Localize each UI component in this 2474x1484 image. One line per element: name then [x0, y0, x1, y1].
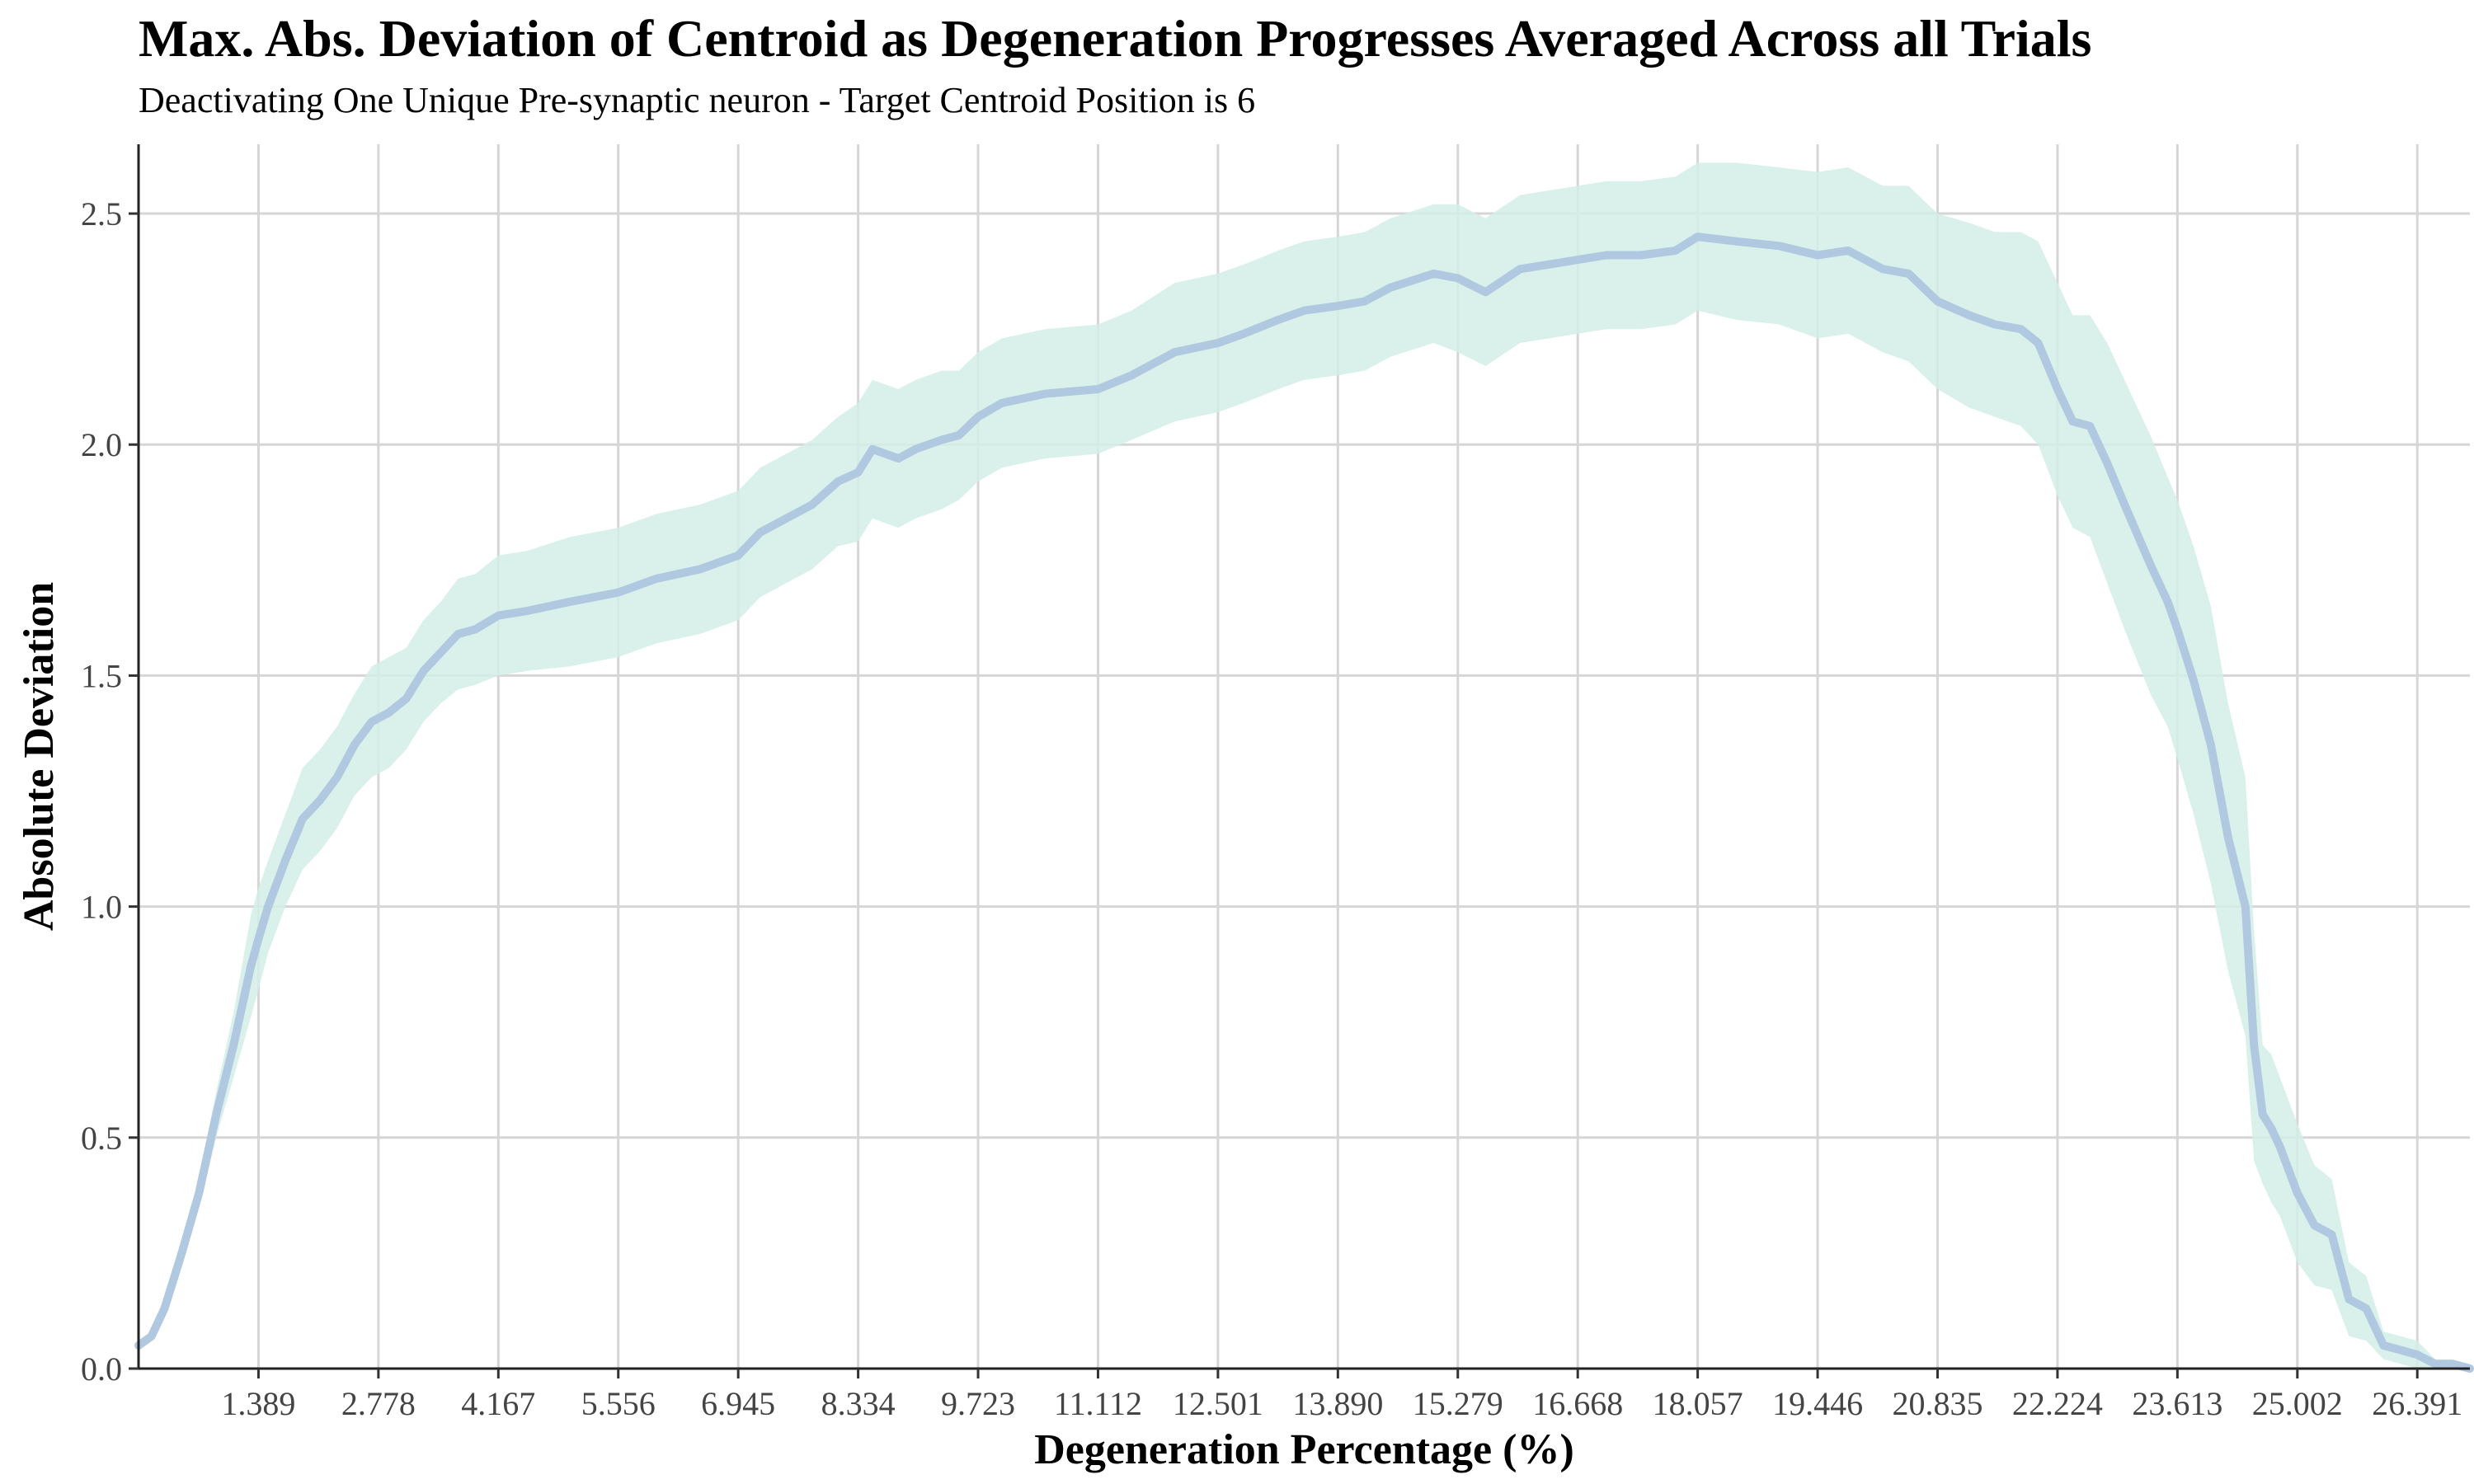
x-tick-label: 13.890 — [1292, 1385, 1383, 1422]
x-tick-label: 5.556 — [581, 1385, 656, 1422]
x-tick-label: 25.002 — [2252, 1385, 2343, 1422]
x-tick-label: 12.501 — [1173, 1385, 1263, 1422]
x-tick-label: 23.613 — [2132, 1385, 2222, 1422]
x-tick-label: 16.668 — [1532, 1385, 1623, 1422]
x-tick-label: 19.446 — [1772, 1385, 1863, 1422]
x-tick-label: 22.224 — [2012, 1385, 2103, 1422]
x-tick-label: 1.389 — [221, 1385, 295, 1422]
y-tick-label: 1.5 — [81, 657, 122, 694]
x-tick-label: 8.334 — [821, 1385, 896, 1422]
y-tick-label: 0.0 — [81, 1350, 122, 1388]
x-tick-label: 6.945 — [701, 1385, 775, 1422]
x-tick-label: 15.279 — [1413, 1385, 1503, 1422]
x-tick-label: 9.723 — [941, 1385, 1015, 1422]
mean-line — [134, 232, 2474, 1373]
y-axis-title: Absolute Deviation — [16, 582, 63, 931]
x-tick-label: 26.391 — [2372, 1385, 2462, 1422]
x-tick-label: 4.167 — [461, 1385, 535, 1422]
x-tick-label: 20.835 — [1893, 1385, 1983, 1422]
y-tick-label: 2.5 — [81, 195, 122, 232]
chart-title: Max. Abs. Deviation of Centroid as Degen… — [139, 9, 2092, 68]
x-axis-title: Degeneration Percentage (%) — [1034, 1426, 1574, 1473]
y-tick-labels: 0.0 0.5 1.0 1.5 2.0 2.5 — [81, 195, 139, 1388]
chart-subtitle: Deactivating One Unique Pre-synaptic neu… — [139, 80, 1256, 120]
x-tick-label: 11.112 — [1054, 1385, 1142, 1422]
y-tick-label: 1.0 — [81, 889, 122, 926]
x-tick-labels: 1.389 2.778 4.167 5.556 6.945 8.334 9.723 11.11… — [221, 1369, 2462, 1422]
x-tick-label: 18.057 — [1653, 1385, 1743, 1422]
confidence-band — [139, 162, 2470, 1369]
x-tick-label: 2.778 — [341, 1385, 416, 1422]
y-tick-label: 0.5 — [81, 1120, 122, 1157]
y-tick-label: 2.0 — [81, 426, 122, 463]
